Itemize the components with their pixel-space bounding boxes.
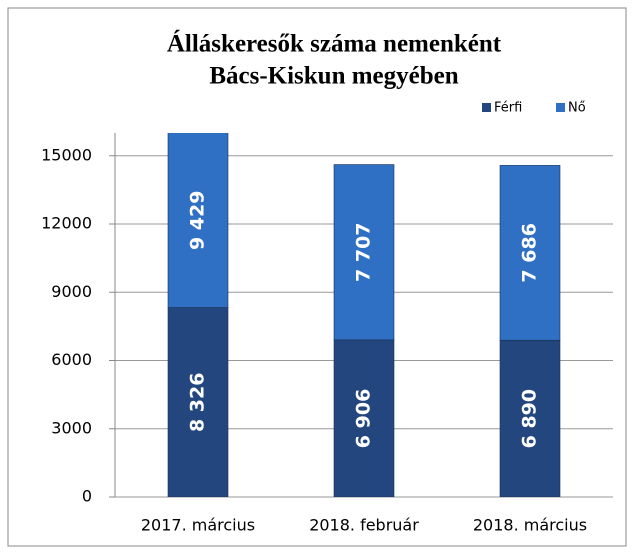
legend-label: Férfi bbox=[494, 101, 522, 116]
bar-segment bbox=[167, 307, 229, 497]
chart-title: Bács-Kiskun megyében bbox=[209, 63, 458, 90]
bar-segment bbox=[499, 165, 561, 341]
y-tick-label: 15000 bbox=[41, 145, 92, 164]
x-tick-label: 2018. február bbox=[309, 516, 419, 535]
legend-swatch bbox=[556, 103, 565, 112]
x-tick-label: 2017. március bbox=[141, 516, 255, 535]
value-label: 6 890 bbox=[519, 389, 541, 449]
value-label: 6 906 bbox=[353, 389, 375, 449]
y-tick-label: 6000 bbox=[51, 350, 92, 369]
value-label: 9 429 bbox=[187, 191, 209, 251]
value-label: 7 707 bbox=[353, 222, 375, 282]
bar-segment bbox=[167, 133, 229, 308]
legend-label: Nő bbox=[568, 101, 586, 116]
chart-title: Álláskeresők száma nemenként bbox=[167, 30, 502, 58]
value-label: 8 326 bbox=[187, 373, 209, 433]
y-tick-label: 3000 bbox=[51, 418, 92, 437]
y-tick-label: 0 bbox=[82, 487, 92, 506]
value-label: 7 686 bbox=[519, 223, 541, 283]
bar-segment bbox=[333, 164, 395, 341]
y-tick-label: 12000 bbox=[41, 214, 92, 233]
bar-segment bbox=[333, 339, 395, 497]
x-tick-label: 2018. március bbox=[473, 516, 587, 535]
y-tick-label: 9000 bbox=[51, 282, 92, 301]
legend-swatch bbox=[482, 103, 491, 112]
